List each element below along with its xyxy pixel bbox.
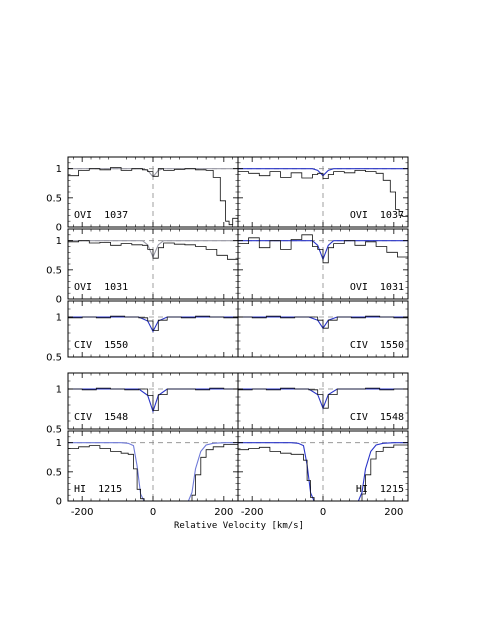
panel-4-left: 0.5 1 CIV 1548 — [46, 372, 239, 436]
spectrum-data-line — [68, 167, 238, 226]
ion-label: CIV 1548 — [74, 412, 128, 423]
model-fit-line — [68, 168, 238, 178]
x-tick-label: 0 — [150, 507, 156, 518]
ion-label: HI 1215 — [74, 484, 122, 495]
y-tick-label: 0.5 — [46, 353, 62, 364]
spectrum-data-line — [238, 443, 408, 501]
y-tick-label: 1 — [56, 236, 62, 247]
y-tick-label: 0.5 — [46, 467, 62, 478]
panel-1-right: OVI 1037 — [237, 156, 409, 228]
y-tick-label: 1 — [56, 313, 62, 324]
y-tick-label: 0.5 — [46, 425, 62, 436]
model-fit-line — [238, 168, 408, 177]
panel-3-left: 0.5 1 CIV 1550 — [46, 300, 239, 364]
ion-label: CIV 1550 — [350, 340, 404, 351]
panel-5-right: HI 1215 -200 0 200 — [237, 430, 409, 518]
y-tick-label: 0.5 — [46, 265, 62, 276]
x-tick-label: -200 — [241, 507, 264, 518]
y-tick-label: 0.5 — [46, 193, 62, 204]
panel-5-left: 0 0.5 1 HI 1215 -200 0 200 — [46, 430, 239, 518]
x-axis-title: Relative Velocity [km/s] — [174, 521, 304, 531]
x-tick-label: 200 — [214, 507, 233, 518]
x-tick-label: 0 — [320, 507, 326, 518]
spectrum-data-line — [68, 240, 238, 263]
spectrum-data-line — [238, 234, 408, 264]
model-fit-line — [68, 388, 238, 414]
model-fit-line — [238, 442, 408, 501]
y-tick-label: 1 — [56, 438, 62, 449]
spectrum-data-line — [68, 442, 238, 501]
panel-4-right: CIV 1548 — [237, 372, 409, 430]
spectrum-data-line — [238, 387, 408, 409]
ion-label: OVI 1031 — [350, 282, 404, 293]
spectrum-data-line — [238, 170, 408, 217]
y-tick-label: 0 — [56, 497, 62, 508]
panel-3-right: CIV 1550 — [237, 300, 409, 358]
panel-2-right: OVI 1031 — [237, 228, 409, 300]
y-tick-label: 0 — [56, 223, 62, 234]
y-tick-label: 1 — [56, 164, 62, 175]
ion-label: CIV 1548 — [350, 412, 404, 423]
ion-label: HI 1215 — [356, 484, 404, 495]
panel-1-left: 0 0.5 1 OVI 1037 — [46, 156, 239, 234]
x-tick-label: 200 — [384, 507, 403, 518]
model-fit-line — [68, 442, 238, 501]
panels-layer: 0 0.5 1 OVI 1037 OVI 1037 0 0.5 1 OVI 1031 OVI 10… — [46, 156, 409, 518]
ion-label: CIV 1550 — [74, 340, 128, 351]
ion-label: OVI 1031 — [74, 282, 128, 293]
model-fit-line — [68, 316, 238, 333]
spectrum-data-line — [68, 387, 238, 411]
panel-2-left: 0 0.5 1 OVI 1031 — [46, 228, 239, 306]
spectrum-data-line — [68, 315, 238, 331]
spectrum-data-line — [238, 315, 408, 329]
x-tick-label: -200 — [71, 507, 94, 518]
y-tick-label: 0 — [56, 295, 62, 306]
y-tick-label: 1 — [56, 385, 62, 396]
ion-label: OVI 1037 — [74, 210, 128, 221]
ion-label: OVI 1037 — [350, 210, 404, 221]
